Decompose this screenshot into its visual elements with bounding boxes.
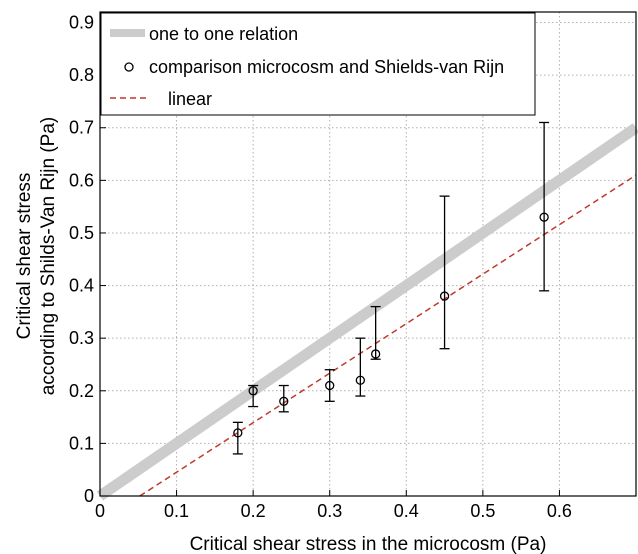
- x-tick-label: 0: [95, 501, 105, 521]
- x-tick-label: 0.2: [241, 501, 266, 521]
- x-tick-label: 0.6: [547, 501, 572, 521]
- legend-label-linear: linear: [168, 89, 212, 109]
- y-axis-label-line-2: according to Shilds-Van Rijn (Pa): [38, 117, 59, 395]
- y-axis-label-line-1: Critical shear stress: [14, 173, 35, 340]
- y-tick-label: 0: [84, 486, 94, 506]
- plot-series: [96, 121, 638, 501]
- axis-ticks: 0 0.1 0.2 0.3 0.4 0.5 0.6 0 0.1 0.2 0.3 0.4 0.5 0.6 0.…: [69, 13, 572, 521]
- y-tick-label: 0.4: [69, 276, 94, 296]
- data-point: [233, 428, 243, 438]
- y-tick-label: 0.3: [69, 328, 94, 348]
- data-point: [371, 349, 381, 359]
- data-point: [355, 375, 365, 385]
- linear-fit-line: [139, 174, 637, 497]
- data-point: [439, 291, 450, 301]
- data-point: [325, 380, 335, 391]
- y-tick-label: 0.1: [69, 433, 94, 453]
- y-tick-label: 0.7: [69, 118, 94, 138]
- y-tick-label: 0.9: [69, 13, 94, 33]
- legend-label-one-to-one: one to one relation: [149, 24, 298, 44]
- data-point: [539, 212, 549, 222]
- legend-label-comparison: comparison microcosm and Shields-van Rij…: [149, 57, 504, 77]
- data-point: [248, 386, 258, 396]
- plot-frame: [99, 11, 637, 497]
- x-tick-label: 0.5: [470, 501, 495, 521]
- y-tick-label: 0.2: [69, 381, 94, 401]
- legend-swatch-comparison: [124, 62, 134, 72]
- y-tick-label: 0.5: [69, 223, 94, 243]
- x-tick-label: 0.4: [394, 501, 419, 521]
- x-axis-label: Critical shear stress in the microcosm (…: [190, 534, 547, 554]
- legend-box: [100, 12, 536, 116]
- legend: one to one relation comparison microcosm…: [100, 12, 536, 116]
- data-point: [279, 396, 289, 406]
- x-tick-label: 0.1: [164, 501, 189, 521]
- one-to-one-line: [96, 123, 638, 501]
- x-tick-label: 0.3: [317, 501, 342, 521]
- y-tick-label: 0.6: [69, 170, 94, 190]
- y-tick-label: 0.8: [69, 65, 94, 85]
